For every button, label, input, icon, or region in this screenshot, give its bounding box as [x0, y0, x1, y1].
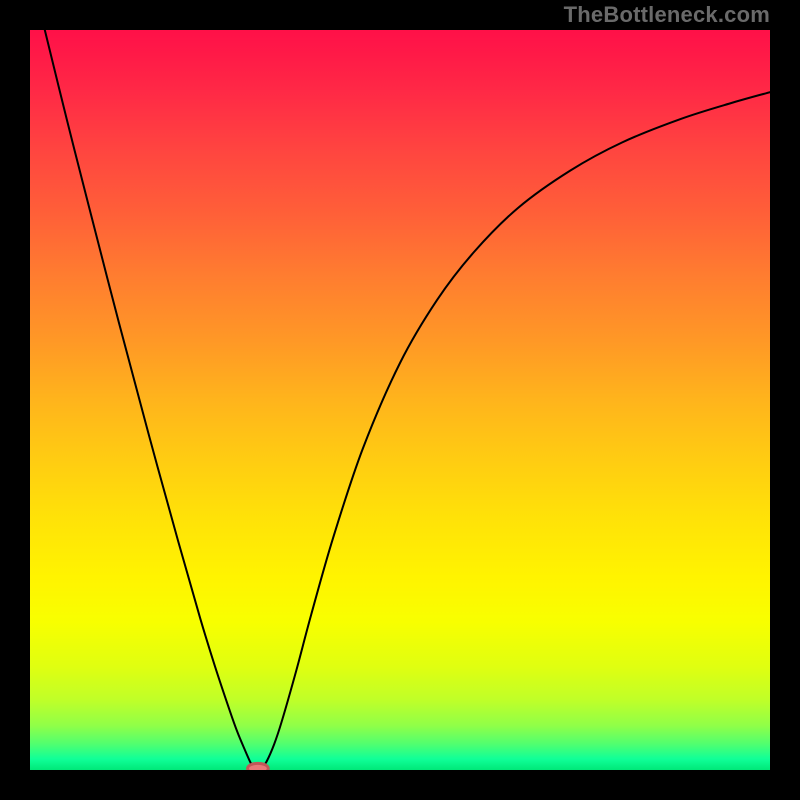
watermark-text: TheBottleneck.com — [564, 2, 770, 28]
plot-area — [30, 30, 770, 770]
minimum-marker — [248, 763, 269, 770]
chart-frame: TheBottleneck.com — [0, 0, 800, 800]
bottleneck-curve — [30, 30, 770, 770]
